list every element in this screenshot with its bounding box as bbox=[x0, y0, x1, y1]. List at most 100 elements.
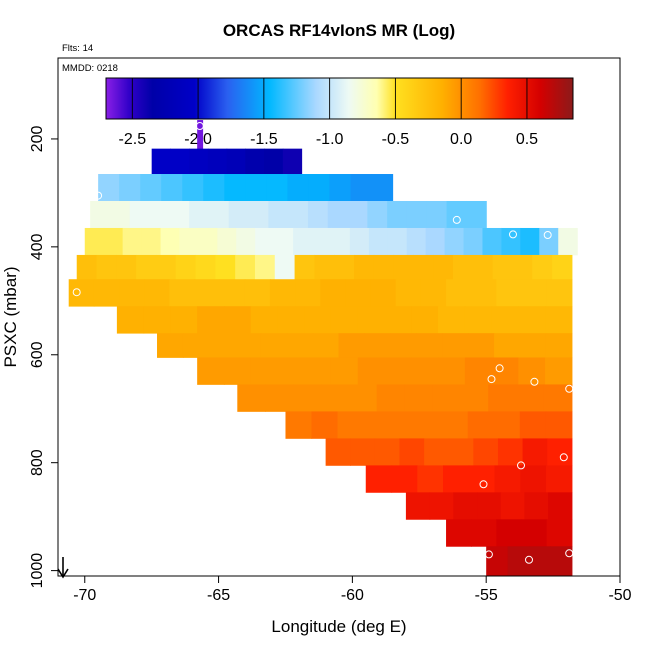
heatmap-cell bbox=[453, 492, 478, 520]
colorbar-tick-label: -1.5 bbox=[250, 131, 278, 148]
heatmap-cell bbox=[250, 306, 279, 334]
heatmap-cell bbox=[329, 174, 352, 202]
heatmap-cell bbox=[265, 384, 294, 412]
heatmap-cell bbox=[518, 357, 546, 385]
heatmap-cell bbox=[268, 200, 289, 229]
colorbar-tick-label: 0.0 bbox=[450, 131, 472, 148]
heatmap-cell bbox=[269, 279, 296, 307]
heatmap-cell bbox=[501, 227, 521, 256]
heatmap-cell bbox=[545, 357, 573, 385]
heatmap-cell bbox=[308, 174, 331, 202]
heatmap-cell bbox=[520, 227, 540, 256]
heatmap-cell bbox=[90, 200, 111, 229]
heatmap-cell bbox=[353, 254, 375, 280]
heatmap-cell bbox=[170, 306, 198, 334]
heatmap-cell bbox=[334, 254, 355, 280]
heatmap-cell bbox=[471, 519, 497, 547]
heatmap-cell bbox=[460, 384, 489, 412]
heatmap-cell bbox=[197, 120, 204, 150]
colorbar-tick-label: -0.5 bbox=[382, 131, 410, 148]
heatmap-cell bbox=[444, 227, 465, 256]
heatmap-cell bbox=[357, 357, 386, 385]
x-tick-label: -65 bbox=[207, 587, 230, 604]
heatmap-cell bbox=[68, 279, 95, 307]
heatmap-cell bbox=[277, 357, 305, 385]
heatmap-cell bbox=[518, 306, 546, 334]
heatmap-cell bbox=[169, 279, 196, 307]
heatmap-cell bbox=[393, 254, 414, 280]
heatmap-cell bbox=[395, 279, 422, 307]
heatmap-cell bbox=[84, 227, 105, 256]
heatmap-cell bbox=[529, 546, 552, 577]
heatmap-cell bbox=[443, 465, 470, 493]
heatmap-cell bbox=[304, 357, 332, 385]
heatmap-cell bbox=[426, 200, 448, 229]
heatmap-cell bbox=[494, 465, 521, 493]
heatmap-cell bbox=[143, 306, 171, 334]
heatmap-cell bbox=[370, 279, 397, 307]
heatmap-cell bbox=[312, 227, 332, 256]
observation-point bbox=[195, 122, 204, 130]
heatmap-cell bbox=[293, 227, 313, 256]
heatmap-cell bbox=[274, 227, 294, 256]
heatmap-cell bbox=[357, 306, 386, 334]
heatmap-cell bbox=[406, 200, 428, 229]
colorbar-tick-label: -1.0 bbox=[316, 131, 344, 148]
heatmap-cell bbox=[433, 254, 454, 280]
heatmap-cell bbox=[491, 357, 519, 385]
heatmap-cell bbox=[330, 227, 351, 256]
heatmap-cell bbox=[244, 279, 271, 307]
heatmap-cell bbox=[522, 438, 548, 466]
heatmap-cell bbox=[466, 200, 487, 229]
heatmap-cell bbox=[417, 465, 444, 493]
heatmap-cell bbox=[320, 384, 350, 412]
heatmap-cell bbox=[215, 254, 236, 280]
heatmap-cell bbox=[545, 333, 573, 358]
heatmap-cell bbox=[311, 411, 339, 439]
heatmap-cell bbox=[446, 200, 467, 229]
observation-point bbox=[509, 230, 517, 239]
heatmap-cell bbox=[170, 148, 190, 175]
x-tick-label: -55 bbox=[475, 587, 498, 604]
heatmap-cell bbox=[438, 357, 466, 385]
heatmap-cell bbox=[429, 492, 454, 520]
heatmap-cell bbox=[446, 279, 472, 307]
heatmap-cell bbox=[103, 227, 124, 256]
heatmap-cell bbox=[189, 148, 209, 175]
heatmap-cell bbox=[442, 333, 469, 358]
heatmap-cell bbox=[453, 254, 474, 280]
heatmap-cell bbox=[285, 411, 313, 439]
heatmap-cell bbox=[228, 200, 250, 229]
heatmap-cell bbox=[438, 306, 466, 334]
heatmap-cell bbox=[140, 174, 162, 202]
heatmap-cell bbox=[182, 333, 210, 358]
heatmap-cell bbox=[248, 200, 269, 229]
heatmap-cell bbox=[368, 227, 389, 256]
heatmap-cell bbox=[293, 384, 322, 412]
heatmap-cell bbox=[327, 200, 349, 229]
heatmap-cell bbox=[195, 254, 216, 280]
down-arrow-icon bbox=[57, 557, 69, 579]
heatmap-cell bbox=[208, 333, 236, 358]
heatmap-cell bbox=[151, 148, 171, 175]
heatmap-cell bbox=[194, 279, 221, 307]
heatmap-cell bbox=[264, 148, 284, 175]
heatmap-cell bbox=[129, 200, 151, 229]
heatmap-cell bbox=[558, 227, 578, 256]
heatmap-cell bbox=[546, 279, 573, 307]
heatmap-cell bbox=[497, 438, 524, 466]
heatmap-cell bbox=[411, 306, 439, 334]
heatmap-cell bbox=[471, 279, 497, 307]
heatmap-cell bbox=[521, 279, 548, 307]
heatmap-cell bbox=[477, 492, 502, 520]
heatmap-cell bbox=[277, 306, 305, 334]
heatmap-cell bbox=[420, 279, 447, 307]
heatmap-cell bbox=[109, 200, 131, 229]
y-axis-label: PSXC (mbar) bbox=[1, 266, 20, 367]
heatmap-cell bbox=[482, 227, 503, 256]
heatmap-cell bbox=[516, 384, 545, 412]
observation-points bbox=[72, 122, 574, 564]
heatmap-cell bbox=[464, 306, 493, 334]
heatmap-cell bbox=[547, 438, 573, 466]
heatmap-cell bbox=[468, 333, 495, 358]
